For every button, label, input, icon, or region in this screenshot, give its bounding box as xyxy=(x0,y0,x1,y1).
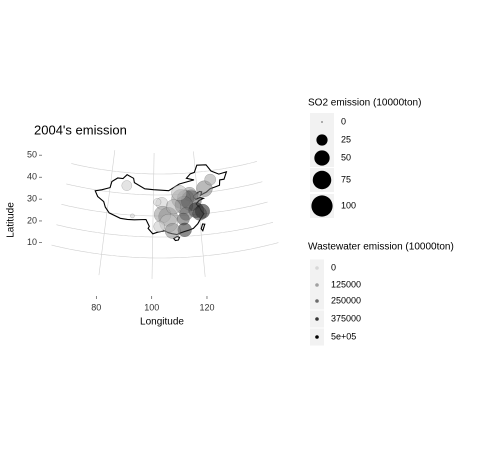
legend-symbol xyxy=(315,317,319,321)
x-tick-label: 120 xyxy=(199,302,214,312)
emission-point xyxy=(121,180,133,191)
country-outline xyxy=(200,223,206,232)
grid-line xyxy=(151,152,155,279)
emission-point xyxy=(153,220,166,233)
legend-label: 0 xyxy=(341,116,346,126)
x-tick-label: 80 xyxy=(91,302,101,312)
legend-label: 5e+05 xyxy=(331,331,356,341)
emission-point xyxy=(164,222,181,239)
legend-symbol xyxy=(316,134,328,146)
legend-label: 0 xyxy=(331,262,336,272)
x-tick-label: 100 xyxy=(144,302,159,312)
emission-point xyxy=(165,199,181,215)
legend-label: 100 xyxy=(341,200,356,210)
legend-symbol xyxy=(315,266,319,270)
size-legend-title: SO2 emission (10000ton) xyxy=(308,98,421,109)
grid-line xyxy=(51,242,279,259)
legend-symbol xyxy=(321,121,323,123)
legend-label: 250000 xyxy=(331,295,361,305)
legend-label: 375000 xyxy=(331,313,361,323)
legend-symbol xyxy=(312,170,332,190)
y-tick-label: 10 xyxy=(27,237,37,247)
y-tick-label: 30 xyxy=(27,193,37,203)
legend-symbol xyxy=(315,299,319,303)
grid-line xyxy=(98,150,116,276)
legend-symbol xyxy=(314,150,330,166)
legend-symbol xyxy=(315,283,319,287)
emission-point xyxy=(130,213,135,219)
y-axis-label: Latitude xyxy=(6,202,17,238)
legend-symbol xyxy=(311,195,333,217)
emission-point xyxy=(192,206,207,221)
points xyxy=(121,173,217,239)
emission-point xyxy=(153,198,162,207)
emission-point xyxy=(171,184,188,201)
legend-label: 75 xyxy=(341,174,351,184)
x-axis-label: Longitude xyxy=(140,317,184,328)
grid-line xyxy=(56,222,274,238)
grid-line xyxy=(71,161,257,175)
legend-label: 50 xyxy=(341,152,351,162)
legend-symbol xyxy=(315,335,319,339)
color-legend-title: Wastewater emission (10000ton) xyxy=(308,242,454,253)
chart-title: 2004's emission xyxy=(34,122,127,137)
legend-label: 125000 xyxy=(331,279,361,289)
y-tick-label: 50 xyxy=(27,150,37,160)
legend-label: 25 xyxy=(341,134,351,144)
y-tick-label: 20 xyxy=(27,215,37,225)
y-tick-label: 40 xyxy=(27,172,37,182)
emission-point xyxy=(204,173,217,186)
